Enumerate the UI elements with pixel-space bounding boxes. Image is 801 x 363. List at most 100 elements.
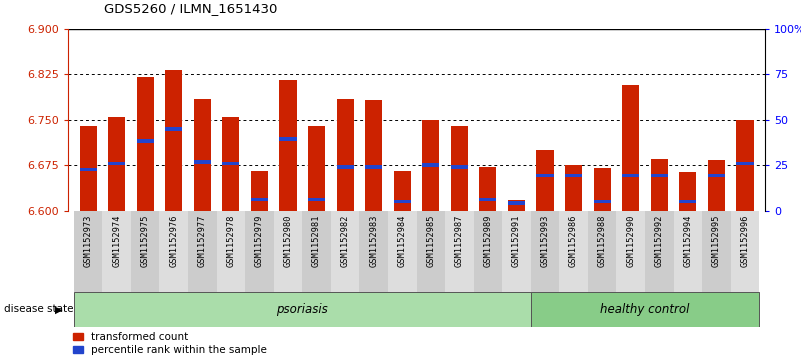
Text: disease state: disease state	[4, 304, 74, 314]
Bar	[736, 120, 754, 211]
Bar	[280, 81, 296, 211]
Bar	[223, 117, 239, 211]
Bar	[194, 99, 211, 211]
Bar	[594, 200, 610, 203]
Text: GSM1152996: GSM1152996	[740, 215, 750, 267]
Bar	[645, 211, 674, 292]
Bar	[302, 211, 331, 292]
Bar	[622, 85, 639, 211]
Text: GSM1152991: GSM1152991	[512, 215, 521, 267]
Bar	[445, 211, 473, 292]
Text: GSM1152979: GSM1152979	[255, 215, 264, 267]
Bar	[137, 139, 154, 143]
Bar	[336, 165, 354, 169]
Bar	[79, 168, 97, 171]
Bar	[393, 200, 411, 203]
Bar	[702, 211, 731, 292]
Bar	[417, 211, 445, 292]
Text: GSM1152975: GSM1152975	[141, 215, 150, 267]
Text: GSM1152982: GSM1152982	[340, 215, 349, 267]
Bar	[731, 211, 759, 292]
Bar	[79, 126, 97, 211]
Bar	[708, 160, 725, 211]
Bar	[137, 77, 154, 211]
Bar	[622, 174, 639, 177]
Bar	[473, 211, 502, 292]
Text: GSM1152978: GSM1152978	[227, 215, 235, 267]
Bar	[508, 201, 525, 205]
Bar	[216, 211, 245, 292]
Bar	[131, 211, 159, 292]
Bar	[565, 174, 582, 177]
Bar	[331, 211, 360, 292]
Text: GSM1152981: GSM1152981	[312, 215, 321, 267]
Bar	[708, 174, 725, 177]
Bar	[537, 174, 553, 177]
Bar	[274, 211, 302, 292]
Text: GSM1152995: GSM1152995	[712, 215, 721, 267]
Bar	[508, 200, 525, 211]
Bar	[108, 117, 125, 211]
Text: psoriasis: psoriasis	[276, 303, 328, 316]
Bar	[674, 211, 702, 292]
Text: GSM1152989: GSM1152989	[484, 215, 493, 267]
Bar	[531, 292, 759, 327]
Legend: transformed count, percentile rank within the sample: transformed count, percentile rank withi…	[74, 332, 267, 355]
Bar	[559, 211, 588, 292]
Text: ▶: ▶	[55, 304, 62, 314]
Bar	[188, 211, 216, 292]
Text: GSM1152976: GSM1152976	[169, 215, 179, 267]
Bar	[74, 211, 103, 292]
Bar	[422, 163, 440, 167]
Text: GSM1152986: GSM1152986	[569, 215, 578, 267]
Text: GSM1152973: GSM1152973	[83, 215, 93, 267]
Bar	[388, 211, 417, 292]
Bar	[245, 211, 274, 292]
Bar	[531, 211, 559, 292]
Text: GDS5260 / ILMN_1651430: GDS5260 / ILMN_1651430	[104, 2, 277, 15]
Text: GSM1152974: GSM1152974	[112, 215, 121, 267]
Bar	[650, 159, 668, 211]
Bar	[251, 171, 268, 211]
Bar	[165, 127, 183, 131]
Bar	[588, 211, 617, 292]
Bar	[74, 292, 531, 327]
Text: GSM1152977: GSM1152977	[198, 215, 207, 267]
Bar	[194, 160, 211, 164]
Bar	[479, 167, 497, 211]
Text: GSM1152993: GSM1152993	[541, 215, 549, 267]
Text: GSM1152994: GSM1152994	[683, 215, 692, 267]
Bar	[565, 165, 582, 211]
Bar	[422, 120, 440, 211]
Bar	[679, 172, 696, 211]
Bar	[502, 211, 531, 292]
Bar	[594, 168, 610, 211]
Text: GSM1152987: GSM1152987	[455, 215, 464, 267]
Bar	[451, 126, 468, 211]
Text: GSM1152985: GSM1152985	[426, 215, 435, 267]
Text: GSM1152992: GSM1152992	[654, 215, 664, 267]
Text: GSM1152980: GSM1152980	[284, 215, 292, 267]
Bar	[617, 211, 645, 292]
Bar	[451, 165, 468, 169]
Bar	[365, 100, 382, 211]
Bar	[308, 198, 325, 201]
Text: healthy control: healthy control	[600, 303, 690, 316]
Bar	[365, 165, 382, 169]
Bar	[251, 198, 268, 201]
Text: GSM1152988: GSM1152988	[598, 215, 606, 267]
Bar	[159, 211, 188, 292]
Bar	[479, 198, 497, 201]
Bar	[223, 162, 239, 165]
Bar	[393, 171, 411, 211]
Bar	[537, 150, 553, 211]
Bar	[679, 200, 696, 203]
Text: GSM1152983: GSM1152983	[369, 215, 378, 267]
Bar	[108, 162, 125, 165]
Bar	[280, 137, 296, 141]
Bar	[650, 174, 668, 177]
Bar	[165, 70, 183, 211]
Text: GSM1152984: GSM1152984	[398, 215, 407, 267]
Bar	[308, 126, 325, 211]
Bar	[360, 211, 388, 292]
